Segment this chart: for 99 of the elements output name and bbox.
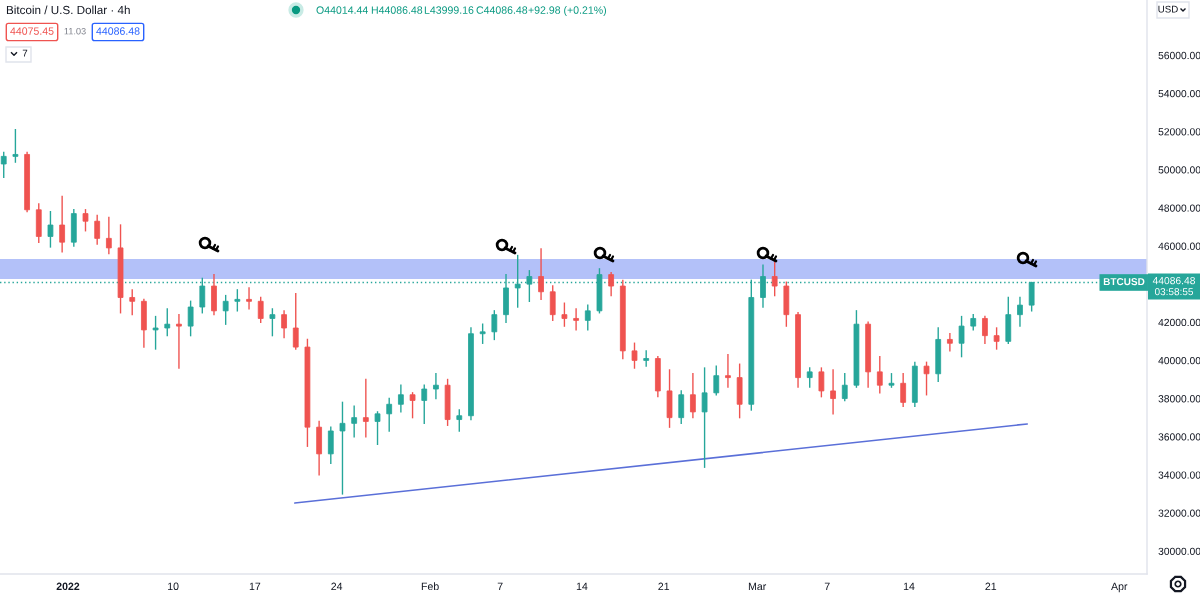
x-tick-label: 7 xyxy=(824,582,830,590)
y-tick-label: 56000.00 xyxy=(1158,51,1200,60)
candlestick xyxy=(152,315,159,350)
x-tick-label: 24 xyxy=(331,582,343,590)
y-tick-label: 36000.00 xyxy=(1158,433,1200,441)
x-tick-label: 7 xyxy=(497,582,503,590)
candlestick xyxy=(993,327,1000,350)
x-tick-label: Apr xyxy=(1111,582,1128,593)
candlestick xyxy=(876,355,883,394)
candlestick xyxy=(1017,296,1023,327)
candlestick xyxy=(257,296,264,323)
candlestick xyxy=(187,300,194,337)
candlestick xyxy=(841,373,848,402)
annotation: +92.98 (+0.21%) xyxy=(528,6,606,16)
candlestick xyxy=(222,294,229,325)
candlestick xyxy=(409,392,416,419)
candlestick xyxy=(713,365,720,396)
candlestick xyxy=(47,210,54,248)
candlestick xyxy=(351,405,358,438)
candlestick xyxy=(292,292,299,350)
candlestick xyxy=(491,310,498,341)
annotation: H44086.48 xyxy=(371,6,423,14)
candlestick xyxy=(327,426,334,465)
candlestick xyxy=(339,401,346,495)
y-tick-label: 50000.00 xyxy=(1158,166,1200,174)
candlestick xyxy=(0,151,7,179)
candlestick xyxy=(900,373,907,407)
annotation: L43999.16 xyxy=(424,6,474,14)
candlestick xyxy=(164,308,171,337)
x-tick-label: 21 xyxy=(658,582,670,590)
annotation: O44014.44 xyxy=(316,6,368,14)
annotation: 11.03 xyxy=(64,27,86,35)
candlestick xyxy=(129,289,136,316)
candlestick xyxy=(514,254,521,308)
y-tick-label: 38000.00 xyxy=(1158,395,1200,403)
annotation: 44086.48 xyxy=(96,27,140,35)
ref-line-label: BTCUSD xyxy=(1103,278,1145,286)
x-tick-label: 10 xyxy=(168,582,179,591)
candlestick xyxy=(538,248,544,301)
candlestick xyxy=(374,411,381,446)
candlestick xyxy=(725,354,731,388)
candlestick xyxy=(82,209,89,232)
candlestick xyxy=(982,315,988,344)
y-tick-label: 42000.00 xyxy=(1158,318,1200,327)
candlestick xyxy=(398,384,404,413)
candlestick xyxy=(234,289,241,312)
chart-title: Bitcoin / U.S. Dollar · 4h xyxy=(6,5,130,15)
candlestick xyxy=(176,313,182,369)
x-tick-label: 14 xyxy=(903,582,915,590)
candlestick xyxy=(690,373,696,419)
y-tick-label: 54000.00 xyxy=(1158,89,1200,98)
y-tick-label: 34000.00 xyxy=(1158,471,1200,479)
candlestick xyxy=(958,315,965,358)
candlestick xyxy=(631,342,638,369)
candlestick xyxy=(806,367,813,388)
candlestick xyxy=(59,195,66,253)
annotation: 44075.45 xyxy=(10,27,54,35)
candlestick xyxy=(561,302,568,327)
candlestick xyxy=(479,323,486,344)
x-tick-label: Feb xyxy=(421,582,439,591)
candlestick xyxy=(362,378,369,438)
candlestick xyxy=(818,367,825,398)
candlestick xyxy=(608,272,615,297)
candlestick xyxy=(678,390,685,425)
y-tick-label: 48000.00 xyxy=(1158,204,1200,212)
candlestick xyxy=(1028,281,1035,312)
x-tick-label: 17 xyxy=(249,582,261,590)
text: 44086.48 xyxy=(1152,276,1195,285)
candlestick xyxy=(281,310,287,339)
x-tick-label: 2022 xyxy=(56,582,80,591)
candlestick xyxy=(386,397,393,432)
y-tick-label: 32000.00 xyxy=(1158,509,1200,517)
candlestick xyxy=(573,308,579,331)
candlestick xyxy=(456,409,463,432)
candlestick xyxy=(433,373,439,400)
y-tick-label: 52000.00 xyxy=(1158,128,1200,136)
candlestick xyxy=(94,214,101,245)
y-tick-label: 46000.00 xyxy=(1158,242,1200,250)
candlestick xyxy=(643,350,650,367)
x-tick-label: 21 xyxy=(985,582,997,590)
candlestick xyxy=(105,216,112,255)
candlestick xyxy=(421,384,428,425)
candlestick xyxy=(701,367,708,468)
candlestick xyxy=(269,308,276,337)
x-tick-label: 14 xyxy=(576,582,588,590)
annotation: 7 xyxy=(22,49,28,57)
annotation: C44086.48 xyxy=(476,6,528,14)
text: 03:58:55 xyxy=(1154,288,1194,296)
x-tick-label: Mar xyxy=(748,582,767,591)
candlestick xyxy=(12,128,19,163)
y-tick-label: 30000.00 xyxy=(1158,547,1200,555)
candlestick xyxy=(549,285,556,322)
candlestick xyxy=(830,369,836,415)
candlestick xyxy=(947,333,953,352)
candlestick xyxy=(584,304,591,331)
text: USD xyxy=(1158,5,1178,13)
y-tick-label: 40000.00 xyxy=(1158,356,1200,365)
candlestick xyxy=(246,287,252,310)
candlestick xyxy=(923,361,930,396)
